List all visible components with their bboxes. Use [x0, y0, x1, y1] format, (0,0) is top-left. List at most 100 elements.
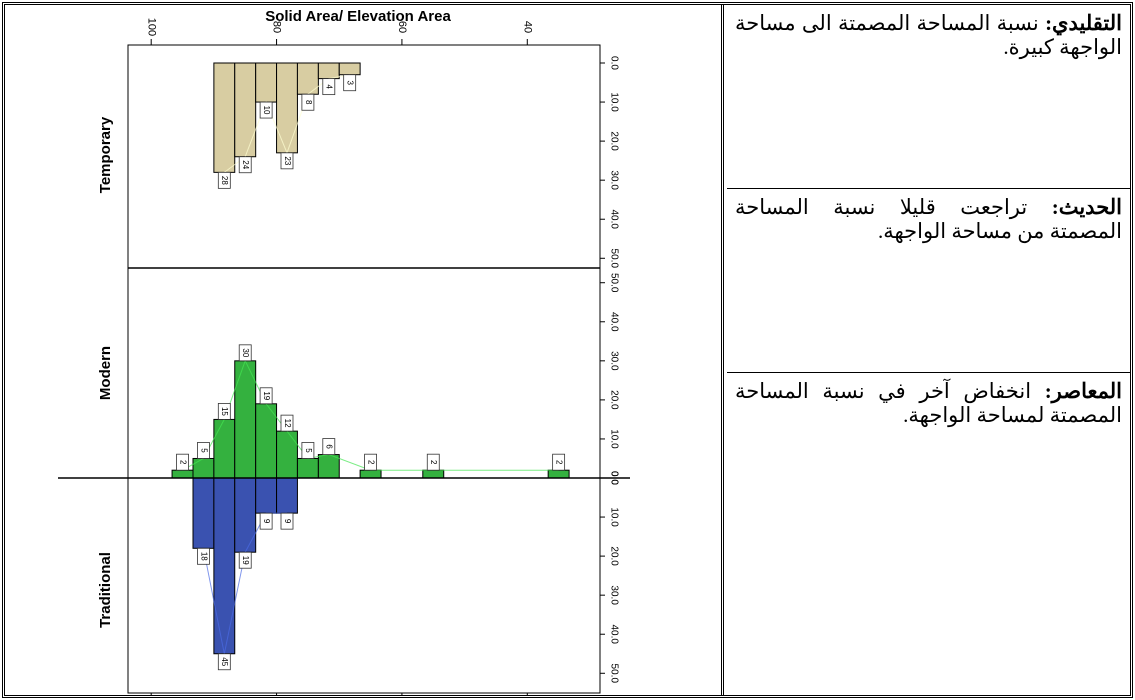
data-label-box [238, 156, 252, 174]
y-tick-label: 10.0 [608, 92, 619, 112]
y-tick-label: 30.0 [608, 170, 619, 190]
facet-label: Modern [97, 346, 114, 400]
note: المعاصر: انخفاض آخر في نسبة المساحة المص… [727, 373, 1130, 695]
y-tick-label: 20.0 [608, 131, 619, 151]
y-tick-label: 40.0 [608, 624, 619, 644]
bar [234, 360, 257, 479]
facet-label: Temporary [97, 116, 114, 193]
note-label: التقليدي: [1045, 11, 1122, 35]
bar [359, 469, 382, 479]
data-label: 2 [178, 460, 187, 465]
data-label: 9 [262, 519, 271, 524]
x-tick-label: 60 [396, 21, 408, 33]
data-label-box [301, 442, 315, 459]
bar [255, 62, 278, 103]
x-tick-label: 40 [521, 21, 533, 33]
data-label-box [426, 453, 440, 471]
data-label: 3 [346, 80, 355, 85]
data-label: 5 [304, 448, 313, 453]
note-label: الحديث: [1051, 195, 1122, 219]
note-label: المعاصر: [1044, 379, 1123, 403]
facet-label: Traditional [97, 552, 114, 628]
y-tick-label: 50.0 [608, 249, 619, 269]
data-label: 28 [220, 176, 229, 185]
data-label-box [280, 414, 294, 432]
bar [547, 469, 570, 479]
data-label-box [238, 551, 252, 569]
bar [276, 62, 298, 154]
bar [234, 477, 257, 553]
data-label-box [364, 453, 377, 471]
y-tick-label: 30.0 [608, 585, 619, 605]
data-label-box [197, 547, 210, 565]
data-label: 2 [429, 460, 438, 465]
bar [276, 477, 298, 514]
bar [213, 418, 236, 479]
data-label-box [217, 403, 231, 420]
y-tick-label: 40.0 [608, 312, 619, 332]
chart: Solid Area/ Elevation Area 100 80 60 40 0.0 1… [58, 8, 630, 699]
y-tick-label: 20.0 [608, 390, 619, 410]
data-label: 8 [304, 100, 313, 105]
note-text: نسبة المساحة المصمتة الى مساحة الواجهة ك… [735, 11, 1122, 59]
bar [255, 403, 278, 479]
bar [422, 469, 445, 479]
data-label-box [217, 653, 231, 671]
y-tick-label: 40.0 [608, 209, 619, 229]
bar [296, 457, 319, 479]
note-text: انخفاض آخر في نسبة المساحة المصمتة لمساح… [735, 379, 1122, 427]
data-label-box [197, 442, 210, 459]
note-text: تراجعت قليلا نسبة المساحة المصمتة من مسا… [735, 195, 1122, 243]
data-label: 45 [220, 657, 229, 666]
bar [213, 477, 236, 655]
data-label-box [217, 171, 231, 189]
bar [171, 469, 194, 479]
data-label: 19 [262, 391, 271, 400]
data-label: 30 [241, 348, 250, 357]
y-tick-label: 0.0 [608, 56, 619, 70]
data-label: 18 [199, 552, 208, 561]
data-label-box [552, 453, 566, 471]
data-label: 4 [325, 84, 334, 89]
bar [276, 430, 298, 479]
y-tick-label: 10.0 [608, 429, 619, 449]
data-label-box [259, 101, 273, 119]
data-label-box [238, 344, 252, 362]
bar [255, 477, 278, 514]
data-label: 9 [283, 519, 292, 524]
data-label: 24 [241, 160, 250, 169]
data-label-box [322, 438, 336, 455]
y-tick-label: 50.0 [608, 273, 619, 293]
y-tick-label: 50.0 [608, 664, 619, 684]
data-label: 2 [555, 460, 564, 465]
data-label-box [176, 453, 189, 471]
data-label: 15 [220, 407, 229, 416]
note: الحديث: تراجعت قليلا نسبة المساحة المصمت… [727, 189, 1130, 373]
data-label: 10 [262, 106, 271, 115]
data-label: 19 [241, 556, 250, 565]
bar [213, 62, 236, 173]
bar [296, 62, 319, 95]
data-label: 2 [366, 460, 375, 465]
x-tick-label: 80 [271, 21, 283, 33]
data-label: 12 [283, 419, 292, 428]
bar [234, 62, 257, 158]
bar [317, 454, 340, 479]
data-label-box [343, 74, 357, 92]
data-label-box [259, 512, 273, 530]
data-label-box [280, 152, 294, 170]
note: التقليدي: نسبة المساحة المصمتة الى مساحة… [727, 5, 1130, 189]
x-tick-label: 100 [145, 18, 157, 36]
bar [192, 477, 215, 549]
bar [317, 62, 340, 80]
plot-frame [127, 44, 601, 694]
data-label: 5 [199, 448, 208, 453]
bar [192, 457, 215, 479]
chart-cell: Solid Area/ Elevation Area 100 80 60 40 0.0 1… [5, 5, 724, 699]
y-tick-label: 20.0 [608, 546, 619, 566]
data-label: 6 [325, 444, 334, 449]
data-label-box [301, 93, 315, 111]
chart-title: Solid Area/ Elevation Area [265, 8, 451, 25]
y-tick-label: 10.0 [608, 507, 619, 527]
